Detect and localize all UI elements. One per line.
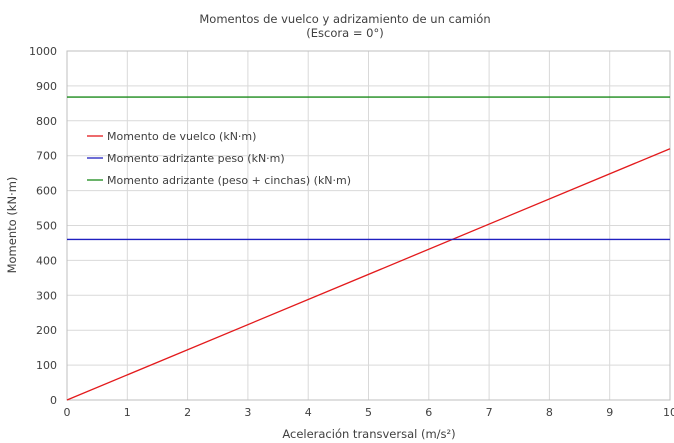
chart-subtitle: (Escora = 0°) <box>306 26 383 40</box>
x-tick-label-8: 8 <box>546 406 553 419</box>
y-tick-label-1: 100 <box>36 359 57 372</box>
x-tick-label-7: 7 <box>486 406 493 419</box>
grid <box>66 50 671 401</box>
y-axis-label: Momento (kN·m) <box>5 177 19 274</box>
x-tick-label-9: 9 <box>606 406 613 419</box>
y-tick-label-10: 1000 <box>29 45 57 58</box>
x-tick-label-0: 0 <box>64 406 71 419</box>
chart-title: Momentos de vuelco y adrizamiento de un … <box>199 12 490 26</box>
y-tick-label-3: 300 <box>36 289 57 302</box>
y-tick-label-6: 600 <box>36 185 57 198</box>
x-tick-label-3: 3 <box>244 406 251 419</box>
legend-label-2: Momento adrizante (peso + cinchas) (kN·m… <box>107 174 351 187</box>
x-tick-label-4: 4 <box>305 406 312 419</box>
legend: Momento de vuelco (kN·m) Momento adrizant… <box>87 130 351 187</box>
y-tick-label-8: 800 <box>36 115 57 128</box>
y-tick-label-9: 900 <box>36 80 57 93</box>
series-group <box>66 96 671 401</box>
x-tick-label-10: 10 <box>663 406 674 419</box>
x-tick-label-5: 5 <box>365 406 372 419</box>
y-tick-label-5: 500 <box>36 220 57 233</box>
x-tick-label-1: 1 <box>124 406 131 419</box>
y-tick-label-2: 200 <box>36 324 57 337</box>
tick-labels: 0 1 2 3 4 5 6 7 8 9 100100200300400500600700800900… <box>29 45 674 419</box>
x-tick-label-2: 2 <box>184 406 191 419</box>
y-tick-label-7: 700 <box>36 150 57 163</box>
plot-area-border <box>66 50 671 401</box>
x-axis-label: Aceleración transversal (m/s²) <box>282 427 455 441</box>
series-line-0 <box>66 148 671 401</box>
y-tick-label-4: 400 <box>36 254 57 267</box>
legend-label-0: Momento de vuelco (kN·m) <box>107 130 256 143</box>
legend-label-1: Momento adrizante peso (kN·m) <box>107 152 285 165</box>
y-tick-label-0: 0 <box>50 394 57 407</box>
x-tick-label-6: 6 <box>425 406 432 419</box>
